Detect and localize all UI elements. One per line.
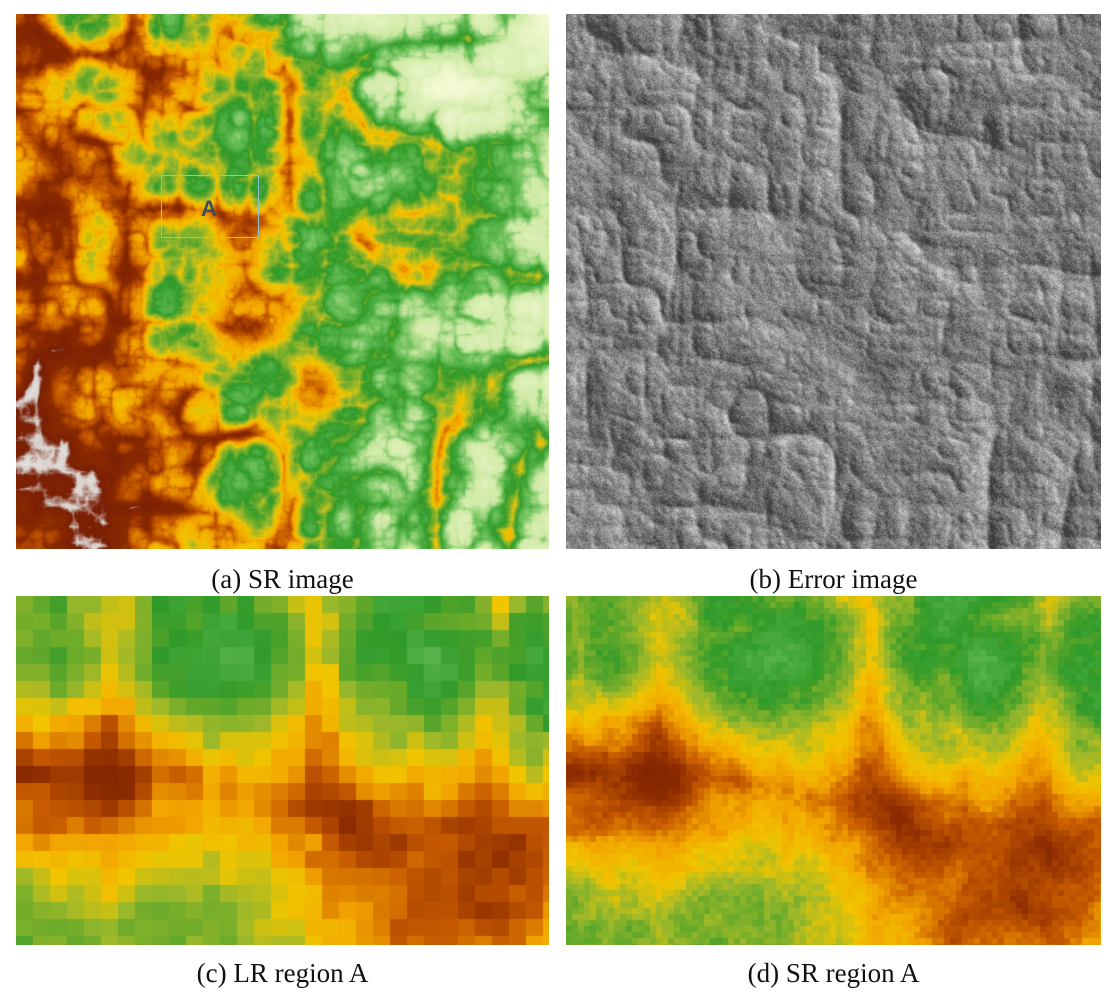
caption-b: (b) Error image xyxy=(749,564,918,594)
error-image xyxy=(566,14,1101,549)
lr-region-panel xyxy=(16,596,549,945)
lr-region-image xyxy=(16,596,549,945)
caption-d: (d) SR region A xyxy=(747,958,920,988)
sr-image-panel xyxy=(16,14,549,549)
sr-region-panel xyxy=(566,596,1101,945)
sr-region-image xyxy=(566,596,1101,945)
sr-image xyxy=(16,14,549,549)
caption-a: (a) SR image xyxy=(211,564,354,594)
caption-c: (c) LR region A xyxy=(196,958,369,988)
error-image-panel xyxy=(566,14,1101,549)
region-a-box xyxy=(161,175,259,238)
region-a-label: A xyxy=(201,196,217,221)
